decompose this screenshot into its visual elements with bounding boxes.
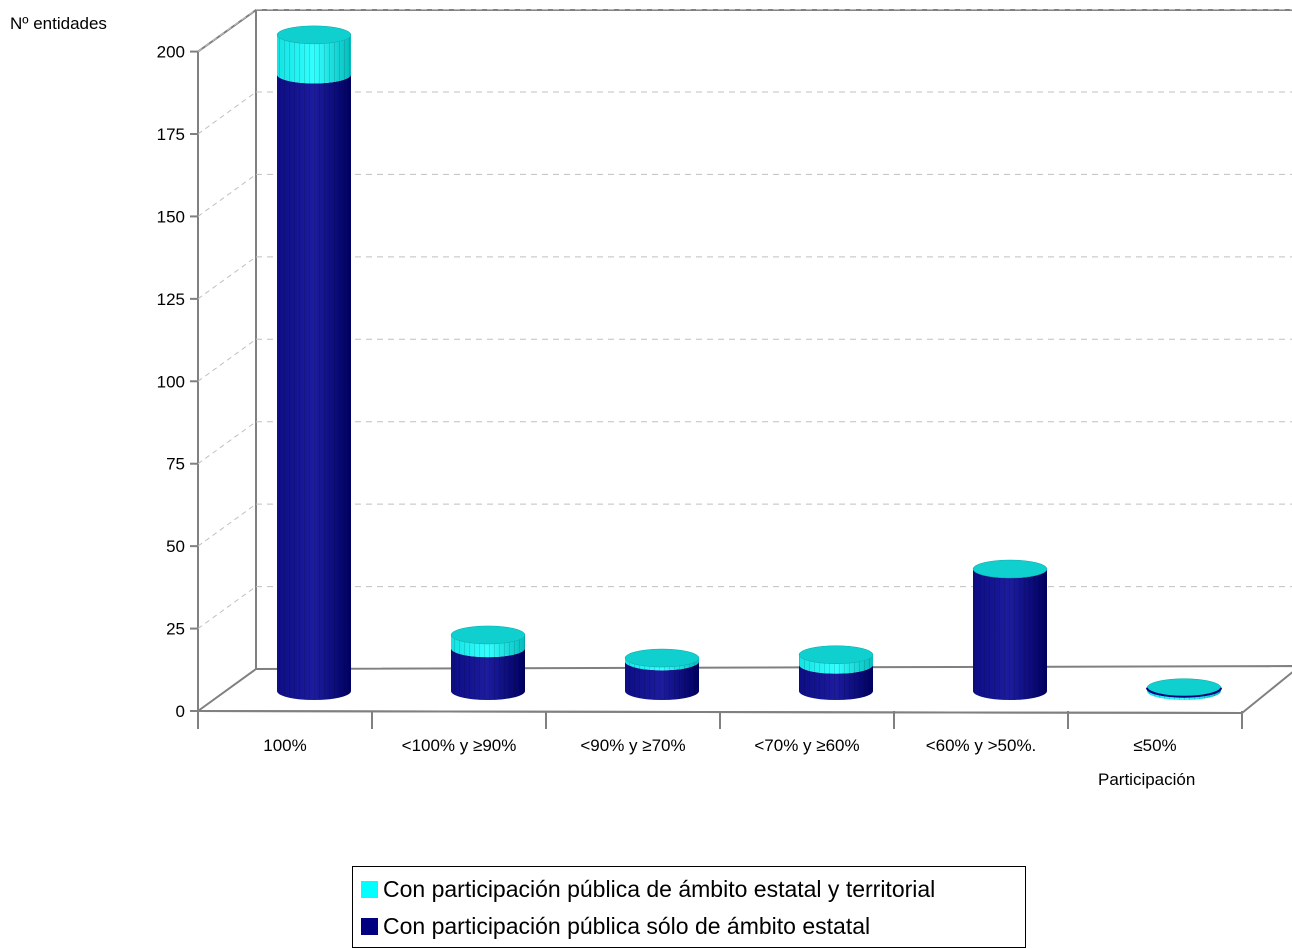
bar-group	[798, 645, 874, 700]
bar-estatal-texture	[451, 648, 525, 700]
legend-item-estatal-territorial: Con participación pública de ámbito esta…	[361, 876, 935, 903]
bar-estatal-territorial-texture	[277, 34, 351, 84]
y-tick-label: 125	[157, 290, 185, 309]
bar-estatal-texture	[799, 664, 873, 700]
bar-top-cap	[450, 625, 526, 645]
x-tick-label: <70% y ≥60%	[754, 736, 859, 755]
y-tick-label: 200	[157, 43, 185, 62]
gridlines	[197, 9, 1292, 629]
bar-estatal-territorial-texture	[451, 634, 525, 658]
gridline-side	[197, 9, 257, 52]
bar-top-cap	[798, 645, 874, 664]
floor	[194, 665, 1292, 715]
x-tick-label: <90% y ≥70%	[580, 736, 685, 755]
legend-label: Con participación pública de ámbito esta…	[383, 876, 936, 902]
legend-item-estatal: Con participación pública sólo de ámbito…	[361, 913, 870, 940]
bar-estatal-territorial-texture	[1147, 687, 1221, 700]
back-wall-top	[197, 9, 1292, 53]
x-tick-label: ≤50%	[1133, 736, 1176, 755]
bars	[276, 25, 1222, 701]
y-tick-label: 175	[157, 125, 185, 144]
legend: Con participación pública de ámbito esta…	[352, 866, 1026, 948]
y-tick-label: 150	[157, 207, 185, 226]
y-tick-label: 75	[166, 455, 185, 474]
x-tick-label: <100% y ≥90%	[402, 736, 517, 755]
legend-label: Con participación pública sólo de ámbito…	[383, 913, 871, 939]
y-axis: 0 25 50 75 100 125 150 175 200	[157, 43, 198, 721]
legend-swatch-navy	[361, 918, 378, 935]
x-axis: 100% <100% y ≥90% <90% y ≥70% <70% y ≥60% <6…	[197, 711, 1243, 755]
y-tick-label: 50	[166, 537, 185, 556]
bar-group	[624, 648, 700, 700]
bar-base-edge	[1146, 687, 1222, 698]
bar-estatal-texture	[973, 569, 1047, 700]
gridline-side	[197, 174, 257, 217]
x-tick-label: <60% y >50%.	[926, 736, 1037, 755]
gridline-side	[197, 91, 257, 135]
bar-top-cap	[972, 559, 1048, 579]
y-tick-label: 100	[157, 372, 185, 391]
y-axis-title: Nº entidades	[10, 14, 107, 33]
bar-group	[1146, 678, 1222, 700]
bar-top-cap	[276, 25, 352, 45]
y-tick-label: 0	[176, 702, 185, 721]
x-tick-label: 100%	[263, 736, 306, 755]
y-tick-label: 25	[166, 620, 185, 639]
legend-swatch-cyan	[361, 881, 378, 898]
chart: 0 25 50 75 100 125 150 175 200 100% <100% y ≥90% <…	[10, 9, 1292, 789]
x-axis-title: Participación	[1098, 770, 1195, 789]
bar-group	[972, 559, 1048, 700]
bar-group	[276, 25, 352, 701]
gridline-side	[197, 256, 257, 300]
bar-estatal-territorial-texture	[625, 658, 699, 671]
bar-estatal-texture	[625, 661, 699, 700]
gridline-side	[197, 586, 257, 629]
plot-frame	[194, 9, 1292, 715]
bar-estatal-territorial-texture	[799, 654, 873, 674]
gridline-side	[197, 338, 257, 382]
gridline-side	[197, 421, 257, 465]
gridline-side	[197, 503, 257, 547]
bar-top-cap	[624, 648, 700, 668]
bar-group	[450, 625, 526, 700]
bar-estatal-texture	[277, 74, 351, 701]
